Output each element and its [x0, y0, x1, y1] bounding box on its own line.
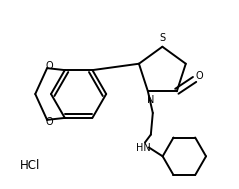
Text: HCl: HCl	[20, 160, 40, 172]
Text: HN: HN	[136, 143, 150, 153]
Text: O: O	[45, 61, 53, 71]
Text: S: S	[159, 33, 165, 43]
Text: N: N	[147, 95, 155, 105]
Text: O: O	[196, 70, 203, 81]
Text: O: O	[45, 117, 53, 127]
